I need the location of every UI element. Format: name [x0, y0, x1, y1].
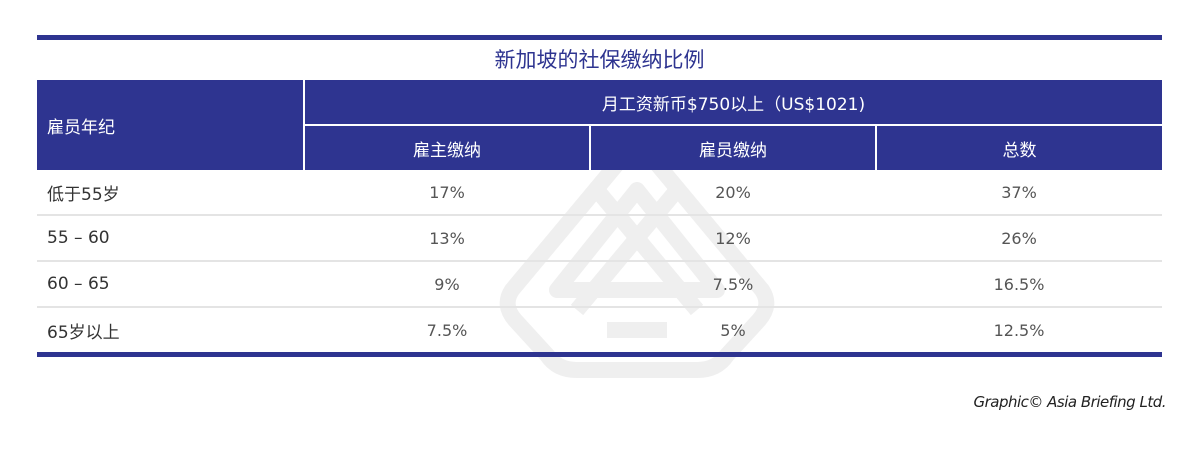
employee-cell: 12% — [590, 215, 876, 262]
credit-line: Graphic© Asia Briefing Ltd. — [973, 393, 1166, 411]
employer-cell: 13% — [304, 215, 590, 262]
employee-cell: 20% — [590, 170, 876, 216]
table-title: 新加坡的社保缴纳比例 — [494, 48, 705, 72]
total-cell: 37% — [876, 170, 1162, 216]
total-cell: 26% — [876, 215, 1162, 262]
salary-group-header: 月工资新币$750以上（US$1021) — [304, 80, 1162, 126]
table-row: 低于55岁 17% 20% 37% — [37, 170, 1162, 216]
employer-cell: 17% — [304, 170, 590, 216]
contribution-table-container: 新加坡的社保缴纳比例 雇员年纪 月工资新币$750以上（US$1021) 雇主缴… — [37, 35, 1162, 378]
employee-cell: 7.5% — [590, 261, 876, 308]
table-row: 55 – 60 13% 12% 26% — [37, 215, 1162, 262]
top-rule — [37, 35, 1162, 40]
age-column-header: 雇员年纪 — [37, 80, 305, 170]
total-column-header: 总数 — [875, 125, 1162, 170]
employer-cell: 7.5% — [304, 307, 590, 357]
employer-cell: 9% — [304, 261, 590, 308]
contribution-table: 雇员年纪 月工资新币$750以上（US$1021) 雇主缴纳 雇员缴纳 总数 低… — [37, 80, 1162, 357]
employer-column-header: 雇主缴纳 — [304, 125, 590, 170]
table-row: 65岁以上 7.5% 5% 12.5% — [37, 307, 1162, 357]
employee-column-header: 雇员缴纳 — [589, 125, 876, 170]
age-cell: 60 – 65 — [37, 261, 304, 308]
total-cell: 16.5% — [876, 261, 1162, 308]
age-cell: 55 – 60 — [37, 215, 304, 262]
employee-cell: 5% — [590, 307, 876, 357]
table-row: 60 – 65 9% 7.5% 16.5% — [37, 261, 1162, 308]
total-cell: 12.5% — [876, 307, 1162, 357]
age-cell: 65岁以上 — [37, 307, 304, 357]
age-cell: 低于55岁 — [37, 170, 304, 216]
